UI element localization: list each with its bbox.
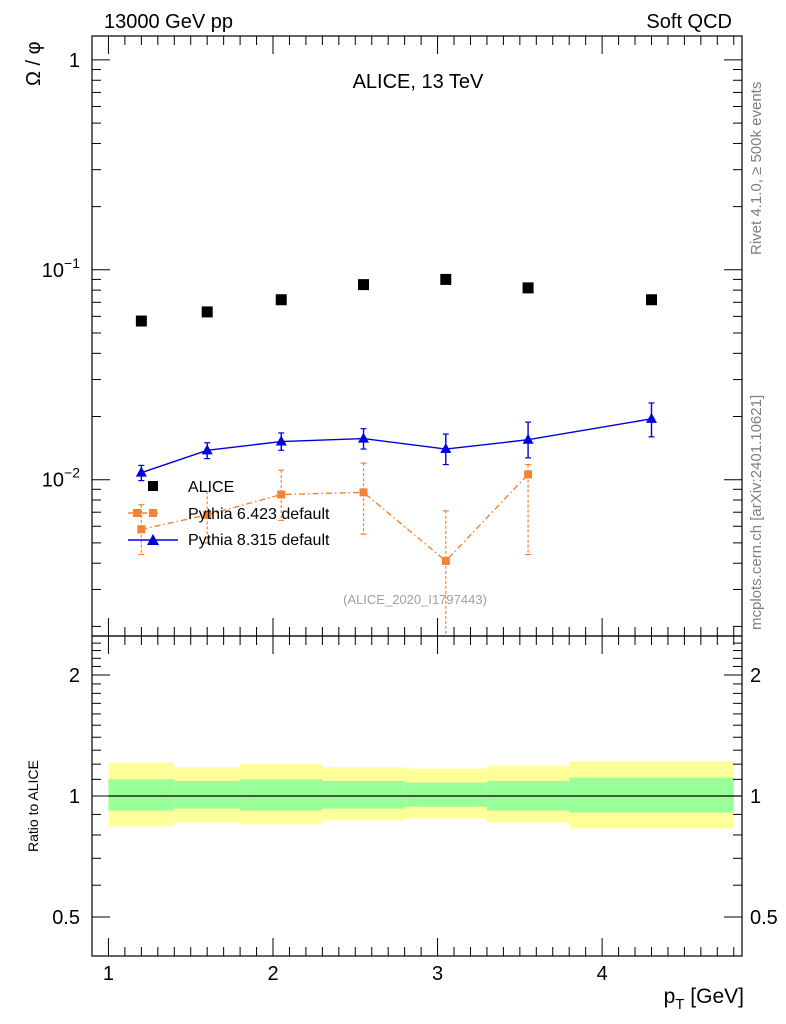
- pythia6-point: [137, 525, 146, 534]
- main-y-tick-label-exp: −1: [64, 255, 80, 271]
- ratio-band-inner: [322, 780, 405, 809]
- x-axis-label: pT [GeV]: [664, 985, 744, 1013]
- series-pythia8: [135, 402, 657, 482]
- ratio-y-tick-label: 1: [69, 786, 80, 808]
- main-y-tick-label-base: 10: [42, 470, 64, 492]
- alice-point: [275, 294, 287, 306]
- main-x-ticks: [91, 36, 735, 636]
- plot-title: ALICE, 13 TeV: [353, 71, 484, 93]
- pythia6-point: [277, 490, 286, 499]
- pythia8-point: [645, 412, 657, 423]
- pythia8-point: [201, 444, 213, 455]
- rivet-version-text: Rivet 4.1.0, ≥ 500k events: [748, 82, 765, 255]
- ratio-y-ticks: 2 2 1 1 0.5 0.5: [52, 635, 778, 957]
- ratio-panel: 2 2 1 1 0.5 0.5 1 2 3 4 Ratio to ALICE pT [GeV]: [25, 635, 778, 1013]
- legend-alice-marker: [148, 481, 158, 491]
- ratio-x-tick-label: 4: [597, 963, 608, 985]
- pythia8-line: [141, 418, 652, 474]
- alice-point: [135, 315, 147, 327]
- pythia8-point: [275, 435, 287, 446]
- main-y-ticks: [92, 59, 742, 627]
- main-y-tick-label: 1: [69, 50, 80, 72]
- main-y-axis-label: Ω / φ: [23, 41, 45, 86]
- pythia6-line: [141, 473, 529, 562]
- ratio-y-tick-label-right: 0.5: [750, 907, 778, 929]
- legend: ALICE Pythia 6.423 default Pythia 8.315 …: [128, 479, 330, 549]
- main-panel: 110−110−2 Ω / φ ALICE, 13 TeV (ALICE_202…: [23, 35, 743, 637]
- x-axis-label-sub: T: [675, 996, 684, 1013]
- ratio-x-tick-label: 3: [432, 963, 443, 985]
- alice-point: [358, 279, 370, 291]
- ratio-band-inner: [404, 782, 487, 807]
- ratio-x-ticks: 1 2 3 4: [91, 636, 735, 985]
- x-axis-label-p: p: [664, 985, 676, 1008]
- pythia8-point: [358, 432, 370, 443]
- header-right: Soft QCD: [646, 11, 732, 33]
- main-y-tick-label-base: 10: [42, 260, 64, 282]
- ratio-band-inner: [108, 779, 175, 811]
- legend-pythia8-label: Pythia 8.315 default: [188, 532, 330, 549]
- ratio-x-tick-label: 1: [103, 963, 114, 985]
- main-y-tick-label: 10−1: [42, 255, 80, 282]
- ratio-y-tick-label: 2: [69, 665, 80, 687]
- pythia6-point: [441, 556, 450, 565]
- pythia6-point: [203, 510, 212, 519]
- main-y-tick-label: 10−2: [42, 465, 80, 492]
- alice-point: [645, 294, 657, 306]
- alice-point: [440, 273, 452, 285]
- main-y-tick-labels: 110−110−2: [42, 50, 80, 492]
- ratio-x-tick-label: 2: [267, 963, 278, 985]
- legend-pythia6-marker-2: [149, 509, 157, 517]
- main-y-tick-label-exp: −2: [64, 465, 80, 481]
- ratio-y-axis-label: Ratio to ALICE: [25, 760, 41, 852]
- series-alice: [135, 273, 657, 327]
- pythia8-point: [522, 433, 534, 444]
- ratio-y-tick-label-right: 2: [750, 665, 761, 687]
- pythia6-point: [524, 470, 533, 479]
- pythia8-point: [440, 443, 452, 454]
- analysis-reference: (ALICE_2020_I1797443): [343, 592, 487, 607]
- legend-alice-label: ALICE: [188, 479, 234, 496]
- ratio-band-inner: [569, 777, 734, 813]
- x-axis-label-unit: [GeV]: [684, 985, 744, 1008]
- ratio-bands: [108, 761, 734, 829]
- mcplots-text: mcplots.cern.ch [arXiv:2401.10621]: [748, 395, 765, 630]
- ratio-band-inner: [240, 779, 323, 811]
- ratio-y-tick-label: 0.5: [52, 907, 80, 929]
- alice-point: [201, 306, 213, 318]
- legend-pythia8-marker: [147, 534, 159, 545]
- alice-point: [522, 282, 534, 294]
- legend-pythia6-marker: [133, 509, 141, 517]
- ratio-y-tick-label-right: 1: [750, 786, 761, 808]
- header-left: 13000 GeV pp: [104, 11, 233, 33]
- pythia6-point: [359, 488, 368, 497]
- ratio-band-inner: [174, 780, 241, 809]
- series-pythia6: [137, 462, 533, 636]
- legend-pythia6-label: Pythia 6.423 default: [188, 506, 330, 523]
- pythia8-point: [135, 466, 147, 477]
